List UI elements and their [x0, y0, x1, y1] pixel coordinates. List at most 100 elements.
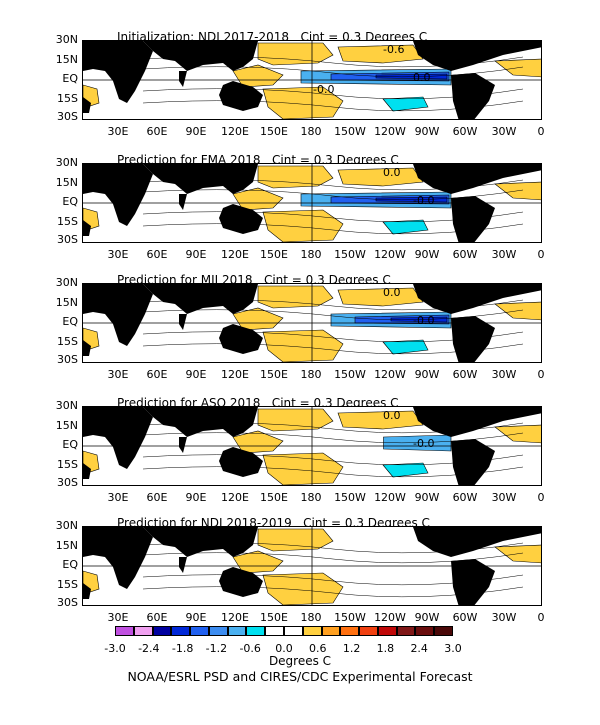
lon-label: 150E — [260, 125, 288, 138]
warm-anomaly-northeast-pacific — [337, 167, 424, 187]
lon-label: 90W — [414, 368, 440, 381]
color-bar-swatch — [377, 626, 397, 636]
warm-anomaly-south-pacific — [262, 209, 344, 242]
lon-label: 120W — [374, 611, 406, 624]
forecast-panel-4: Prediction for ASO 2018 Cint = 0.3 Degre… — [0, 396, 600, 516]
lon-label: 90E — [185, 125, 207, 138]
lat-label: EQ — [62, 72, 78, 85]
land-mass — [83, 463, 91, 479]
lon-label: 150E — [260, 611, 288, 624]
contour-label: 0.0 — [233, 214, 251, 227]
lon-label: 150E — [260, 491, 288, 504]
land-mass — [143, 527, 258, 557]
color-bar-swatch — [302, 626, 322, 636]
land-mass — [179, 194, 187, 210]
color-bar-label: 0.0 — [275, 642, 293, 655]
contour-label: 0.0 — [233, 457, 251, 470]
sst-map — [82, 526, 542, 606]
land-mass — [451, 439, 495, 485]
lon-label: 120W — [374, 368, 406, 381]
cool-anomaly-deep-core — [375, 196, 448, 203]
lat-label: 30N — [55, 33, 78, 46]
land-mass — [143, 407, 258, 437]
lon-label: 120E — [221, 368, 249, 381]
warm-anomaly-atlantic — [494, 301, 541, 321]
lon-label: 150E — [260, 368, 288, 381]
color-bar-swatch — [284, 626, 303, 636]
land-mass — [143, 164, 258, 194]
lon-label: 0 — [537, 491, 545, 504]
lat-label: 30S — [57, 476, 78, 489]
contour-label: -0.0 — [413, 194, 434, 207]
lon-label: 60E — [146, 368, 168, 381]
lat-label: 15N — [55, 419, 78, 432]
lon-label: 60E — [146, 611, 168, 624]
land-mass — [83, 527, 153, 589]
lon-label: 30E — [107, 611, 129, 624]
warm-anomaly-north-pacific — [257, 42, 334, 66]
contour-label: 0.0 — [383, 286, 401, 299]
lon-label: 30E — [107, 248, 129, 261]
land-mass — [83, 220, 91, 236]
color-bar-swatch — [434, 626, 453, 636]
sst-map-svg — [83, 527, 541, 605]
lon-label: 90W — [414, 491, 440, 504]
lat-label: 30N — [55, 519, 78, 532]
forecast-panel-5: Prediction for NDJ 2018-2019 Cint = 0.3 … — [0, 516, 600, 636]
land-mass — [413, 164, 541, 194]
land-mass — [179, 557, 187, 573]
land-mass — [219, 81, 263, 111]
lon-label: 180 — [300, 491, 322, 504]
warm-anomaly-northeast-pacific — [337, 44, 424, 64]
land-mass — [413, 407, 541, 437]
forecast-panel-1: Initialization: NDJ 2017-2018 Cint = 0.3… — [0, 30, 600, 150]
lon-label: 60E — [146, 248, 168, 261]
warm-anomaly-atlantic — [494, 181, 541, 201]
lon-label: 90W — [414, 125, 440, 138]
lon-axis: 30E 60E 90E 120E 150E 180 150W 120W 90W 60W 30W 0 — [0, 492, 600, 506]
land-mass — [219, 447, 263, 477]
lon-label: 30W — [491, 125, 517, 138]
land-mass — [179, 437, 187, 453]
lat-label: 30N — [55, 156, 78, 169]
cool-anomaly-tongue — [383, 434, 452, 452]
lon-label: 150E — [260, 248, 288, 261]
lat-label: 15N — [55, 176, 78, 189]
lon-label: 60W — [452, 611, 478, 624]
land-mass — [83, 340, 91, 356]
lat-label: 30N — [55, 276, 78, 289]
lon-label: 60W — [452, 491, 478, 504]
contour-label: 0.0 — [413, 71, 431, 84]
lon-label: 120W — [374, 491, 406, 504]
land-mass — [219, 567, 263, 597]
sst-map: 0.0 0.0 -0.0 — [82, 283, 542, 363]
contour-label: -0.0 — [413, 314, 434, 327]
land-mass — [413, 284, 541, 314]
color-bar-swatch — [415, 626, 435, 636]
lat-label: EQ — [62, 438, 78, 451]
lon-label: 30W — [491, 491, 517, 504]
credit-line: NOAA/ESRL PSD and CIRES/CDC Experimental… — [127, 669, 473, 684]
lat-label: 30N — [55, 399, 78, 412]
warm-anomaly-northeast-pacific — [337, 287, 424, 307]
sst-map-svg: 0.0 -0.6 0.0 -0.0 — [83, 41, 541, 119]
lat-label: 15S — [57, 578, 78, 591]
lat-label: 15N — [55, 296, 78, 309]
cool-anomaly-southeast-pacific — [382, 339, 429, 355]
sst-map: 0.0 0.0 -0.0 — [82, 406, 542, 486]
lat-label: 15S — [57, 458, 78, 471]
color-bar-swatch — [152, 626, 172, 636]
lat-label: EQ — [62, 558, 78, 571]
forecast-panel-3: Prediction for MJJ 2018 Cint = 0.3 Degre… — [0, 273, 600, 393]
sst-map-svg: 0.0 0.0 -0.0 — [83, 407, 541, 485]
warm-anomaly-north-pacific — [257, 285, 334, 309]
lon-label: 120W — [374, 248, 406, 261]
land-mass — [451, 559, 495, 605]
warm-anomaly-north-pacific — [257, 165, 334, 189]
land-mass — [83, 164, 153, 226]
warm-anomaly-atlantic — [494, 544, 541, 564]
lon-label: 150W — [334, 248, 366, 261]
lon-label: 120E — [221, 125, 249, 138]
lon-label: 90E — [185, 248, 207, 261]
lat-label: 30S — [57, 110, 78, 123]
